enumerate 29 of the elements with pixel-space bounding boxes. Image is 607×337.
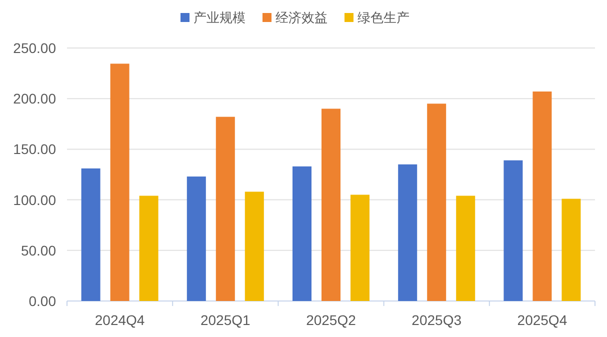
y-tick-label: 100.00 — [13, 192, 56, 208]
legend-label: 经济效益 — [276, 10, 328, 25]
y-tick-label: 150.00 — [13, 141, 56, 158]
x-tick-label: 2025Q3 — [412, 312, 462, 328]
bar — [186, 176, 206, 301]
bar — [427, 104, 446, 301]
bar — [81, 168, 100, 301]
bar — [456, 196, 476, 301]
bar — [244, 192, 264, 301]
legend-label: 绿色生产 — [358, 10, 410, 25]
bar — [504, 160, 523, 301]
y-tick-label: 200.00 — [13, 90, 56, 107]
legend-label: 产业规模 — [194, 10, 246, 25]
y-tick-label: 250.00 — [13, 40, 56, 56]
bar — [350, 194, 370, 301]
bar — [139, 196, 158, 301]
bar — [398, 164, 418, 301]
bar — [110, 64, 130, 301]
x-tick-label: 2025Q4 — [517, 312, 568, 328]
bar — [532, 92, 552, 301]
x-tick-label: 2025Q1 — [200, 312, 251, 328]
x-tick-label: 2024Q4 — [94, 312, 145, 328]
bar — [292, 166, 312, 301]
y-tick-label: 50.00 — [20, 242, 56, 258]
x-tick-label: 2025Q2 — [306, 312, 356, 328]
bar — [562, 198, 581, 301]
bar — [216, 116, 235, 301]
bar — [322, 108, 340, 301]
y-tick-label: 0.00 — [28, 293, 56, 309]
